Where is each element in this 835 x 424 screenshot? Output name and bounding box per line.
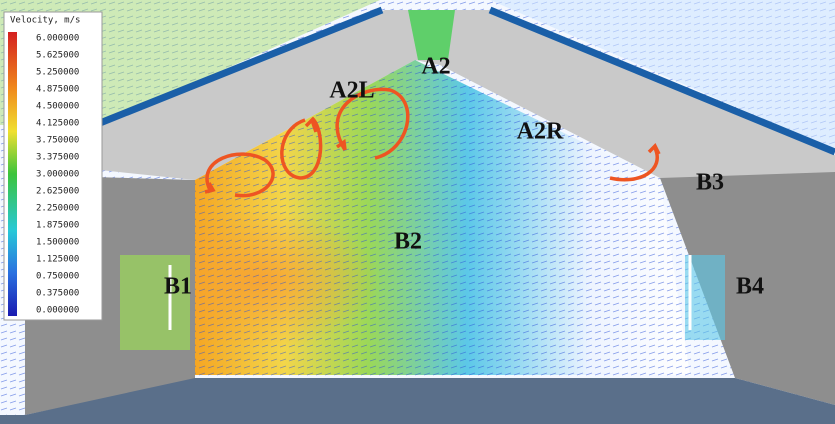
legend-title: Velocity, m/s — [10, 16, 80, 26]
legend-label: 0.750000 — [36, 272, 79, 282]
legend-label: 3.750000 — [36, 136, 79, 146]
legend-label: 4.125000 — [36, 119, 79, 129]
legend-label: 1.875000 — [36, 221, 79, 231]
colorbar — [8, 32, 17, 316]
legend-label: 1.500000 — [36, 238, 79, 248]
legend-label: 3.375000 — [36, 153, 79, 163]
legend-label: 2.250000 — [36, 204, 79, 214]
inlet-b1 — [120, 255, 190, 350]
legend-label: 5.625000 — [36, 51, 79, 61]
legend-label: 5.250000 — [36, 68, 79, 78]
zone-label: B4 — [736, 274, 764, 300]
legend-label: 0.000000 — [36, 306, 79, 316]
legend-label: 6.000000 — [36, 34, 79, 44]
zone-label: A2L — [329, 78, 374, 104]
zone-label: B2 — [394, 229, 422, 255]
legend-label: 2.625000 — [36, 187, 79, 197]
legend-label: 4.500000 — [36, 102, 79, 112]
zone-label: A2 — [421, 54, 450, 80]
legend-label: 3.000000 — [36, 170, 79, 180]
zone-label: A2R — [517, 119, 564, 145]
legend-label: 1.125000 — [36, 255, 79, 265]
legend: Velocity, m/s 6.000000 5.625000 5.250000 4.… — [4, 12, 102, 320]
zone-label: B3 — [696, 170, 724, 196]
legend-label: 4.875000 — [36, 85, 79, 95]
cfd-figure: A2 A2L A2R B1 B2 B3 B4 Velocity, m/s 6.0… — [0, 0, 835, 424]
zone-label: B1 — [164, 274, 192, 300]
legend-label: 0.375000 — [36, 289, 79, 299]
